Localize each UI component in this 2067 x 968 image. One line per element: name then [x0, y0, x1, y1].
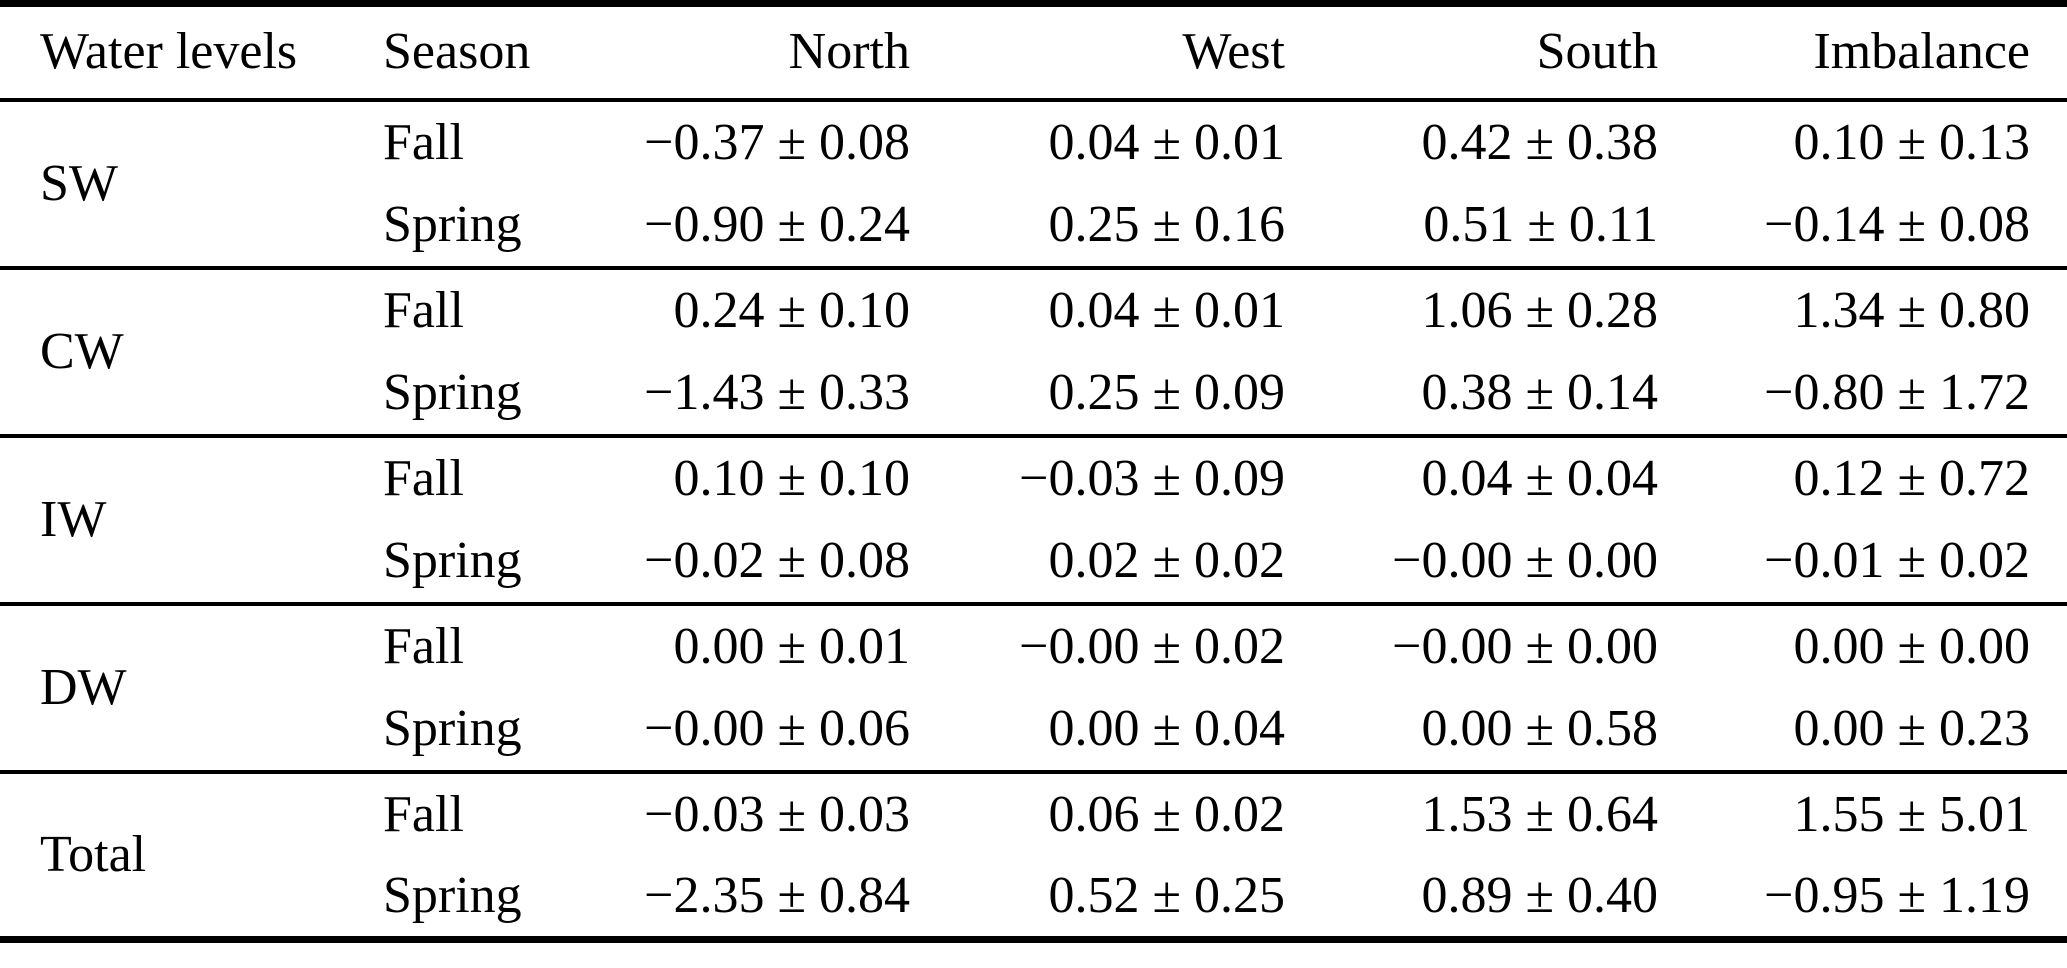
row-group-iw: IW Fall 0.10 ± 0.10 −0.03 ± 0.09 0.04 ± … [0, 435, 2067, 604]
header-row: Water levels Season North West South Imb… [0, 4, 2067, 100]
value-cell-imbalance: 0.00 ± 0.00 [1793, 617, 2030, 675]
value-cell-north: −0.00 ± 0.06 [644, 699, 910, 757]
season-cell: Spring [383, 363, 522, 421]
value-cell-imbalance: 0.00 ± 0.23 [1793, 699, 2030, 757]
water-levels-table: Water levels Season North West South Imb… [0, 0, 2067, 943]
value-cell-south: 0.00 ± 0.58 [1421, 699, 1658, 757]
col-header-north: North [788, 23, 910, 81]
value-cell-imbalance: 1.55 ± 5.01 [1793, 785, 2030, 843]
season-cell: Spring [383, 195, 522, 253]
table-row: CW Fall 0.24 ± 0.10 0.04 ± 0.01 1.06 ± 0… [0, 268, 2067, 377]
col-header-season: Season [383, 23, 531, 81]
table-header: Water levels Season North West South Imb… [0, 4, 2067, 100]
season-cell: Fall [383, 785, 464, 843]
value-cell-imbalance: 1.34 ± 0.80 [1793, 281, 2030, 339]
value-cell-north: 0.00 ± 0.01 [673, 617, 910, 675]
value-cell-south: −0.00 ± 0.00 [1392, 617, 1658, 675]
table-row: Total Fall −0.03 ± 0.03 0.06 ± 0.02 1.53… [0, 772, 2067, 880]
group-label-cw: CW [40, 322, 124, 380]
value-cell-north: −0.02 ± 0.08 [644, 531, 910, 589]
value-cell-south: 0.04 ± 0.04 [1421, 449, 1658, 507]
col-header-water-levels: Water levels [40, 23, 298, 81]
col-header-imbalance: Imbalance [1813, 23, 2030, 81]
row-group-dw: DW Fall 0.00 ± 0.01 −0.00 ± 0.02 −0.00 ±… [0, 603, 2067, 772]
value-cell-north: 0.24 ± 0.10 [673, 281, 910, 339]
value-cell-west: 0.25 ± 0.09 [1048, 363, 1285, 421]
table-row: SW Fall −0.37 ± 0.08 0.04 ± 0.01 0.42 ± … [0, 100, 2067, 209]
value-cell-north: −0.90 ± 0.24 [644, 195, 910, 253]
season-cell: Spring [383, 531, 522, 589]
table-row: Spring −0.00 ± 0.06 0.00 ± 0.04 0.00 ± 0… [0, 688, 2067, 772]
table-row: Spring −0.02 ± 0.08 0.02 ± 0.02 −0.00 ± … [0, 520, 2067, 604]
value-cell-west: 0.25 ± 0.16 [1048, 195, 1285, 253]
group-label-iw: IW [40, 490, 107, 548]
value-cell-imbalance: −0.01 ± 0.02 [1764, 531, 2030, 589]
value-cell-west: 0.02 ± 0.02 [1048, 531, 1285, 589]
season-cell: Spring [383, 699, 522, 757]
group-label-total: Total [40, 825, 147, 883]
col-header-west: West [1182, 23, 1285, 81]
value-cell-south: −0.00 ± 0.00 [1392, 531, 1658, 589]
season-cell: Spring [383, 866, 522, 924]
value-cell-south: 1.53 ± 0.64 [1421, 785, 1658, 843]
value-cell-imbalance: −0.95 ± 1.19 [1764, 866, 2030, 924]
value-cell-west: 0.04 ± 0.01 [1048, 113, 1285, 171]
row-group-total: Total Fall −0.03 ± 0.03 0.06 ± 0.02 1.53… [0, 771, 2067, 940]
value-cell-south: 0.42 ± 0.38 [1421, 113, 1658, 171]
season-cell: Fall [383, 113, 464, 171]
value-cell-imbalance: −0.14 ± 0.08 [1764, 195, 2030, 253]
value-cell-north: −0.03 ± 0.03 [644, 785, 910, 843]
season-cell: Fall [383, 617, 464, 675]
season-cell: Fall [383, 281, 464, 339]
value-cell-north: −2.35 ± 0.84 [644, 866, 910, 924]
season-cell: Fall [383, 449, 464, 507]
value-cell-west: 0.52 ± 0.25 [1048, 866, 1285, 924]
value-cell-north: −1.43 ± 0.33 [644, 363, 910, 421]
value-cell-north: −0.37 ± 0.08 [644, 113, 910, 171]
table-row: DW Fall 0.00 ± 0.01 −0.00 ± 0.02 −0.00 ±… [0, 604, 2067, 713]
value-cell-imbalance: −0.80 ± 1.72 [1764, 363, 2030, 421]
value-cell-south: 0.89 ± 0.40 [1421, 866, 1658, 924]
value-cell-west: 0.00 ± 0.04 [1048, 699, 1285, 757]
value-cell-south: 0.51 ± 0.11 [1423, 195, 1658, 253]
value-cell-imbalance: 0.12 ± 0.72 [1793, 449, 2030, 507]
value-cell-imbalance: 0.10 ± 0.13 [1793, 113, 2030, 171]
table-row: IW Fall 0.10 ± 0.10 −0.03 ± 0.09 0.04 ± … [0, 436, 2067, 545]
table-row: Spring −0.90 ± 0.24 0.25 ± 0.16 0.51 ± 0… [0, 184, 2067, 268]
row-group-cw: CW Fall 0.24 ± 0.10 0.04 ± 0.01 1.06 ± 0… [0, 267, 2067, 436]
value-cell-south: 0.38 ± 0.14 [1421, 363, 1658, 421]
row-group-sw: SW Fall −0.37 ± 0.08 0.04 ± 0.01 0.42 ± … [0, 100, 2067, 268]
value-cell-west: 0.04 ± 0.01 [1048, 281, 1285, 339]
value-cell-west: −0.00 ± 0.02 [1019, 617, 1285, 675]
table-row: Spring −2.35 ± 0.84 0.52 ± 0.25 0.89 ± 0… [0, 856, 2067, 940]
value-cell-north: 0.10 ± 0.10 [673, 449, 910, 507]
value-cell-west: −0.03 ± 0.09 [1019, 449, 1285, 507]
value-cell-west: 0.06 ± 0.02 [1048, 785, 1285, 843]
table-row: Spring −1.43 ± 0.33 0.25 ± 0.09 0.38 ± 0… [0, 352, 2067, 436]
value-cell-south: 1.06 ± 0.28 [1421, 281, 1658, 339]
group-label-sw: SW [40, 154, 118, 212]
group-label-dw: DW [40, 658, 127, 716]
col-header-south: South [1536, 23, 1658, 81]
